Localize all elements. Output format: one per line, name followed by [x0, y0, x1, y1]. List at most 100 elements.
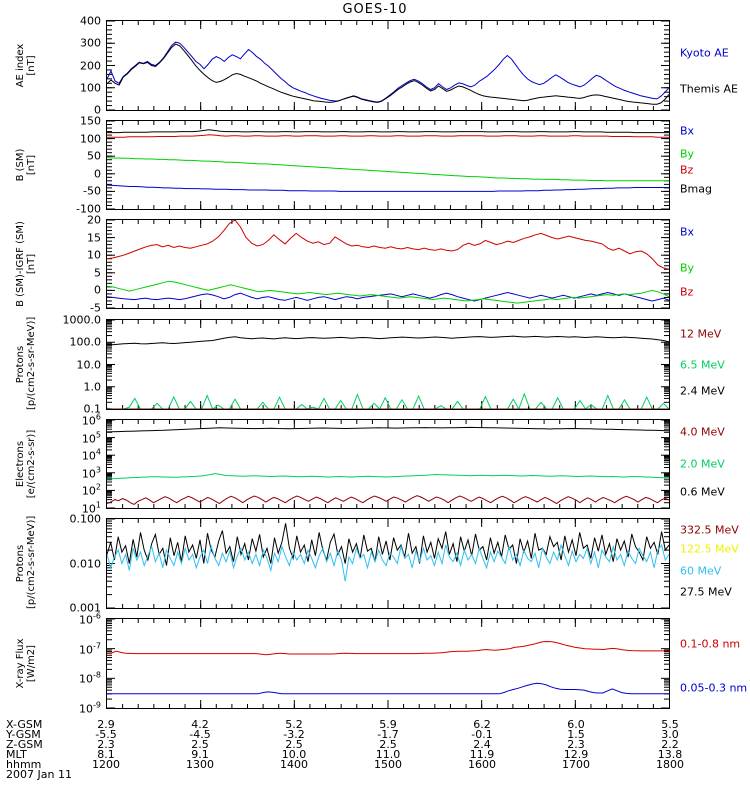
axis-tick-value: 5.9 — [379, 718, 397, 731]
series-bz — [107, 220, 669, 270]
axis-tick-value: 3.0 — [661, 728, 679, 741]
axis-tick-value: 6.2 — [473, 718, 491, 731]
axis-tick-value: -5.5 — [95, 728, 117, 741]
series-bx — [107, 184, 669, 192]
ytick-label: 104 — [81, 447, 101, 463]
axis-tick-value: 2.5 — [285, 738, 303, 751]
series-bmag — [107, 129, 669, 134]
axis-tick-value: 10.0 — [281, 748, 307, 761]
legend-label: 2.4 MeV — [680, 384, 725, 398]
yaxis-title-b-sm: B (SM) [nT] — [15, 148, 37, 182]
axis-row-name-x-gsm: X-GSM — [6, 718, 43, 731]
yaxis-title-ae-index: AE index [nT] — [15, 43, 37, 88]
series-2-4-mev — [107, 335, 669, 346]
legend-label: By — [680, 261, 695, 275]
axis-tick-value: 1300 — [186, 758, 214, 771]
plot-panel-protons-high — [106, 518, 670, 609]
yaxis-title-b-sm-igrf: B (SM)-IGRF (SM) [nT] — [15, 221, 37, 307]
ytick-label: 0 — [94, 283, 101, 297]
ytick-label: 10-8 — [79, 671, 101, 686]
date-stamp: 2007 Jan 11 — [6, 768, 72, 781]
page-title: GOES-10 — [342, 2, 408, 17]
legend-label: 122.5 MeV — [680, 542, 739, 556]
ytick-label: 0.1 — [83, 402, 102, 416]
ytick-label: 300 — [80, 36, 101, 50]
axis-tick-value: 1700 — [562, 758, 590, 771]
legend-label: Bx — [680, 225, 695, 239]
series-0-05-0-3-nm — [107, 682, 669, 695]
series-0-1-0-8-nm — [107, 640, 669, 656]
axis-tick-value: 11.9 — [469, 748, 495, 761]
ytick-label: 10.0 — [76, 358, 102, 371]
ytick-label: 0.100 — [69, 512, 102, 526]
axis-tick-value: -0.1 — [471, 728, 493, 741]
legend-label: 0.6 MeV — [680, 485, 725, 499]
axis-tick-value: -1.7 — [377, 728, 399, 741]
axis-tick-value: 6.0 — [567, 718, 585, 731]
axis-tick-value: 4.2 — [191, 718, 209, 731]
ytick-label: 10-6 — [79, 611, 101, 627]
legend-label: Kyoto AE — [680, 46, 729, 60]
plot-panel-protons-low — [106, 319, 670, 410]
legend-label: Bz — [680, 163, 694, 177]
legend-label: 6.5 MeV — [680, 358, 725, 371]
axis-row-name-z-gsm: Z-GSM — [6, 738, 43, 751]
axis-row-name-hhmm: hhmm — [6, 758, 42, 771]
legend-label: 4.0 MeV — [680, 425, 725, 439]
axis-tick-value: 2.5 — [379, 738, 397, 751]
ytick-label: 0 — [94, 167, 101, 181]
ytick-label: 20 — [87, 213, 101, 227]
axis-tick-value: 1600 — [468, 758, 496, 771]
legend-label: 27.5 MeV — [680, 585, 732, 599]
legend-label: 332.5 MeV — [680, 523, 739, 537]
ytick-label: 100 — [80, 132, 101, 146]
plot-panel-electrons — [106, 419, 670, 509]
legend-label: 12 MeV — [680, 327, 722, 341]
legend-label: 0.05-0.3 nm — [680, 681, 748, 695]
ytick-label: 0 — [94, 103, 101, 117]
plot-panel-b-sm-igrf — [106, 219, 670, 309]
axis-tick-value: 2.9 — [97, 718, 115, 731]
axis-tick-value: 1500 — [374, 758, 402, 771]
axis-row-name-mlt: MLT — [6, 748, 27, 761]
series-by — [107, 157, 669, 182]
legend-label: 60 MeV — [680, 564, 722, 578]
axis-tick-value: 2.3 — [567, 738, 585, 751]
ytick-label: 10-9 — [79, 700, 101, 716]
ytick-label: 200 — [80, 59, 101, 72]
legend-label: Bx — [680, 124, 695, 138]
ytick-label: 100.0 — [69, 335, 102, 349]
ytick-label: 150 — [80, 114, 101, 128]
axis-tick-value: 12.9 — [563, 748, 589, 761]
series-6-5-mev — [107, 392, 669, 409]
axis-tick-value: 5.2 — [285, 718, 303, 731]
axis-tick-value: 2.4 — [473, 738, 491, 751]
series-kyoto-ae — [107, 41, 669, 103]
ytick-label: 105 — [81, 430, 101, 445]
ytick-label: 103 — [81, 465, 101, 481]
ytick-label: 400 — [80, 14, 101, 28]
plot-panel-ae-index — [106, 20, 670, 111]
ytick-label: 102 — [81, 483, 101, 498]
ytick-label: 50 — [87, 149, 101, 163]
axis-tick-value: 1.5 — [567, 728, 585, 741]
ytick-label: 100 — [80, 81, 101, 95]
ytick-label: 10-7 — [79, 641, 101, 656]
ytick-label: 0.001 — [69, 601, 102, 615]
ytick-label: -50 — [83, 184, 101, 198]
series-bz — [107, 134, 669, 138]
axis-tick-value: 11.0 — [375, 748, 401, 761]
ytick-label: 0.010 — [69, 557, 102, 570]
legend-label: 2.0 MeV — [680, 457, 725, 471]
ytick-label: 10 — [87, 248, 101, 262]
axis-tick-value: 9.1 — [191, 748, 209, 761]
ytick-label: 101 — [81, 500, 101, 516]
ytick-label: 106 — [81, 412, 101, 428]
axis-tick-value: 1400 — [280, 758, 308, 771]
ytick-label: 1000.0 — [62, 313, 102, 327]
series-4-0-mev — [107, 495, 669, 505]
series-0-6-mev — [107, 426, 669, 433]
series-2-0-mev — [107, 473, 669, 480]
series-27-5-mev — [107, 523, 669, 566]
legend-label: Bmag — [680, 182, 712, 196]
